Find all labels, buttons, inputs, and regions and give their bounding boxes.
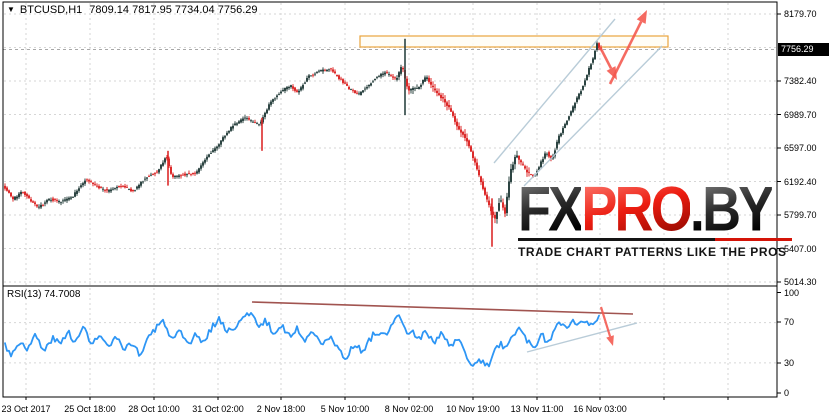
panel-frames <box>2 1 781 400</box>
rsi-line <box>4 311 600 368</box>
ascending-channel-lines <box>493 18 663 187</box>
forecast-arrows <box>598 10 647 346</box>
candlestick-series <box>4 38 602 247</box>
resistance-zone-rect <box>359 35 669 48</box>
rsi-trend-lines <box>251 301 638 353</box>
grid-lines <box>4 3 777 396</box>
